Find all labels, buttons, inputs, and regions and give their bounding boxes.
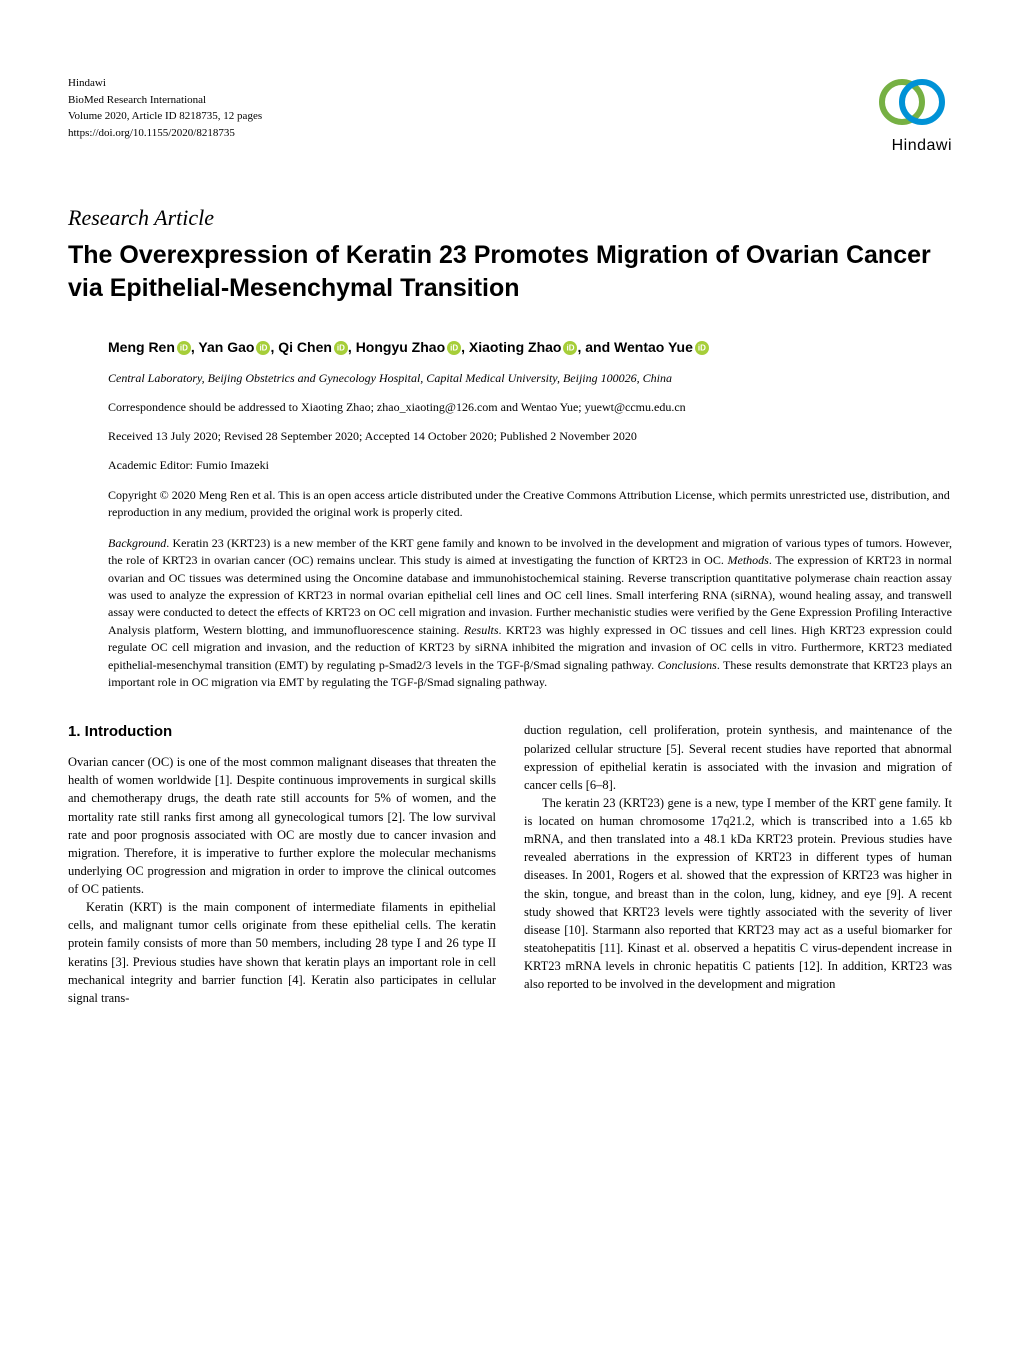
orcid-icon: [334, 341, 348, 355]
volume-info: Volume 2020, Article ID 8218735, 12 page…: [68, 108, 262, 125]
section-heading: 1. Introduction: [68, 721, 496, 743]
author-name: Yan Gao: [198, 339, 254, 355]
affiliation: Central Laboratory, Beijing Obstetrics a…: [108, 371, 952, 386]
abstract-methods-label: Methods: [728, 553, 769, 567]
body-paragraph: duction regulation, cell proliferation, …: [524, 721, 952, 794]
abstract-conclusions-label: Conclusions: [658, 658, 717, 672]
article-title: The Overexpression of Keratin 23 Promote…: [68, 239, 952, 304]
publisher-logo: Hindawi: [872, 75, 952, 155]
author-name: Meng Ren: [108, 339, 175, 355]
abstract-background-label: Background: [108, 536, 166, 550]
doi-link: https://doi.org/10.1155/2020/8218735: [68, 125, 262, 142]
orcid-icon: [695, 341, 709, 355]
publisher-logo-text: Hindawi: [872, 137, 952, 155]
page-header: Hindawi BioMed Research International Vo…: [68, 75, 952, 155]
abstract-results-label: Results: [464, 623, 499, 637]
article-type-label: Research Article: [68, 205, 952, 231]
academic-editor: Academic Editor: Fumio Imazeki: [108, 458, 952, 473]
left-column: 1. Introduction Ovarian cancer (OC) is o…: [68, 721, 496, 1007]
orcid-icon: [447, 341, 461, 355]
body-paragraph: Ovarian cancer (OC) is one of the most c…: [68, 753, 496, 898]
body-columns: 1. Introduction Ovarian cancer (OC) is o…: [68, 721, 952, 1007]
journal-info-block: Hindawi BioMed Research International Vo…: [68, 75, 262, 141]
hindawi-logo-icon: [872, 75, 952, 130]
author-name: Hongyu Zhao: [356, 339, 445, 355]
body-paragraph: The keratin 23 (KRT23) gene is a new, ty…: [524, 794, 952, 993]
publication-dates: Received 13 July 2020; Revised 28 Septem…: [108, 429, 952, 444]
abstract-block: Background. Keratin 23 (KRT23) is a new …: [108, 535, 952, 692]
body-paragraph: Keratin (KRT) is the main component of i…: [68, 898, 496, 1007]
author-name: Xiaoting Zhao: [469, 339, 562, 355]
right-column: duction regulation, cell proliferation, …: [524, 721, 952, 1007]
orcid-icon: [177, 341, 191, 355]
author-name: Qi Chen: [278, 339, 332, 355]
copyright-notice: Copyright © 2020 Meng Ren et al. This is…: [108, 487, 952, 521]
journal-name: BioMed Research International: [68, 92, 262, 109]
correspondence: Correspondence should be addressed to Xi…: [108, 400, 952, 415]
orcid-icon: [563, 341, 577, 355]
orcid-icon: [256, 341, 270, 355]
authors-line: Meng Ren, Yan Gao, Qi Chen, Hongyu Zhao,…: [108, 339, 952, 355]
publisher-name: Hindawi: [68, 75, 262, 92]
author-name: Wentao Yue: [614, 339, 693, 355]
